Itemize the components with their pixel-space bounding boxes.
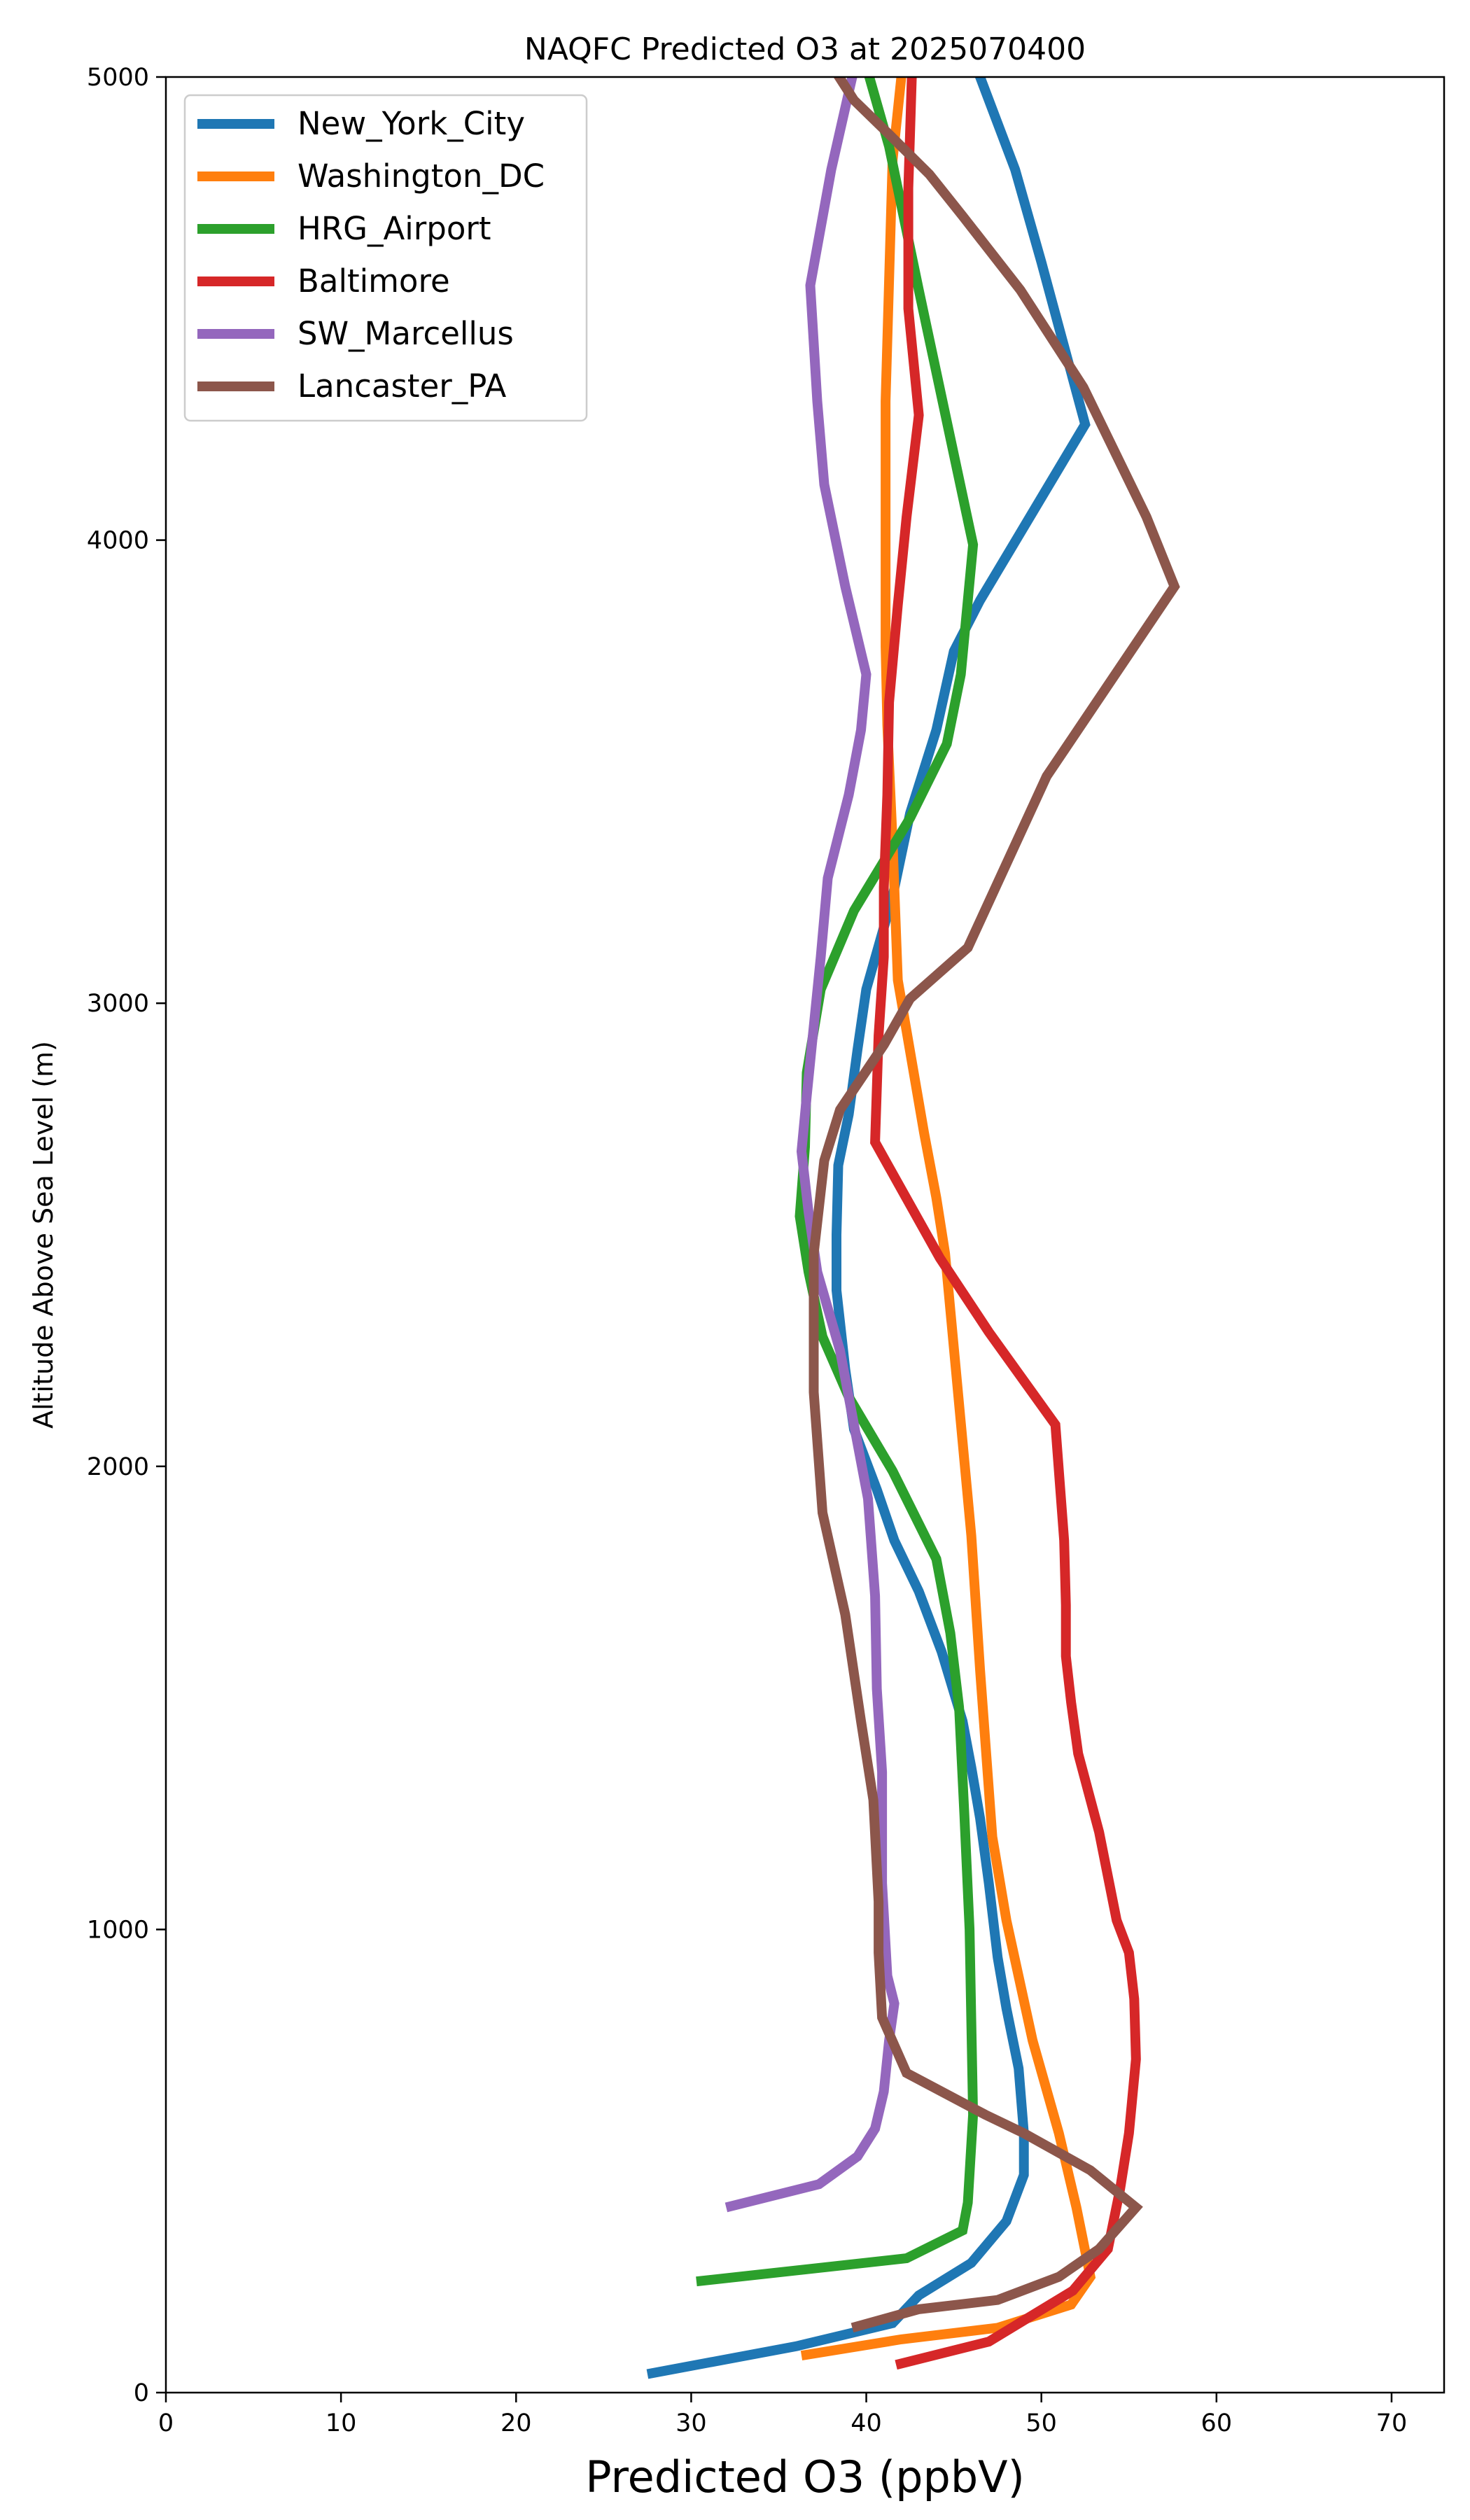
series-line-hrg-airport [696, 77, 979, 2287]
x-axis-label: Predicted O3 (ppbV) [585, 2451, 1025, 2502]
x-tick-label: 40 [850, 2409, 882, 2437]
x-tick-label: 50 [1026, 2409, 1057, 2437]
plot-frame [164, 76, 1446, 2394]
legend: New_York_City Washington_DC HRG_Airport Bal… [183, 94, 588, 422]
y-tick-label: 0 [134, 2379, 149, 2407]
series-line-new-york-city [646, 77, 1091, 2379]
x-tick-label: 20 [500, 2409, 532, 2437]
series-line-baltimore [870, 77, 1141, 2370]
x-tick-label: 60 [1201, 2409, 1233, 2437]
y-tick-label: 2000 [87, 1453, 149, 1481]
chart-title: NAQFC Predicted O3 at 2025070400 [524, 31, 1086, 67]
y-tick-label: 1000 [87, 1916, 149, 1944]
y-tick-label: 4000 [87, 527, 149, 555]
x-tick-label: 30 [676, 2409, 707, 2437]
y-tick-label: 5000 [87, 64, 149, 92]
series-line-lancaster-pa [808, 77, 1180, 2333]
legend-label: SW_Marcellus [298, 315, 514, 352]
series-layer [646, 77, 1180, 2379]
legend-frame [183, 94, 588, 422]
legend-label: New_York_City [298, 105, 525, 142]
x-tick-label: 0 [158, 2409, 174, 2437]
legend-label: Lancaster_PA [298, 368, 507, 405]
legend-label: Washington_DC [298, 158, 545, 195]
y-tick-label: 3000 [87, 990, 149, 1018]
x-axis-ticks: 0 10 20 30 40 50 60 70 [158, 2393, 1407, 2437]
legend-label: HRG_Airport [298, 210, 491, 247]
legend-label: Baltimore [298, 262, 450, 300]
y-axis-label: Altitude Above Sea Level (m) [28, 1041, 59, 1429]
y-axis-ticks: 0 1000 2000 3000 4000 5000 [87, 64, 166, 2407]
x-tick-label: 70 [1376, 2409, 1408, 2437]
x-tick-label: 10 [326, 2409, 357, 2437]
